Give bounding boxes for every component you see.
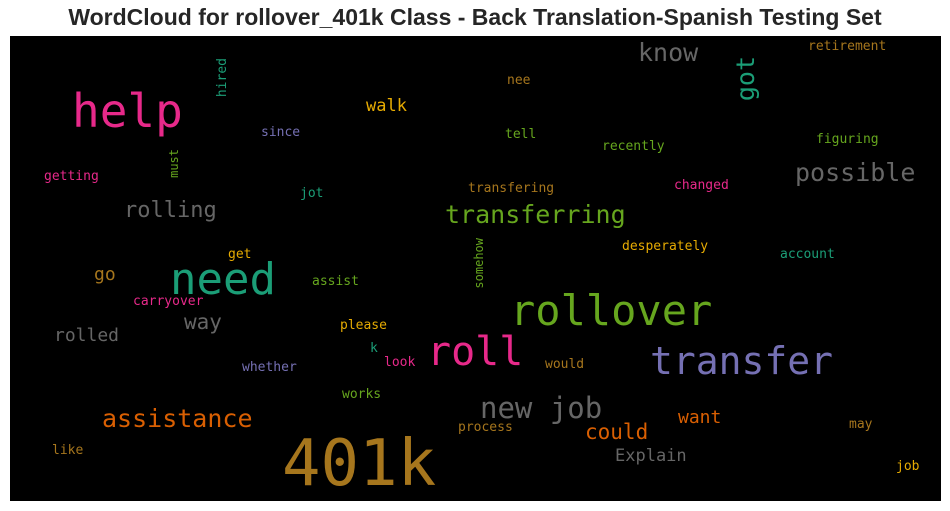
word-process: process: [458, 420, 513, 435]
word-carryover: carryover: [133, 294, 204, 309]
word-go: go: [94, 264, 116, 285]
word-assist: assist: [312, 274, 359, 289]
word-got: got: [731, 56, 760, 102]
word-account: account: [780, 247, 835, 262]
word-walk: walk: [366, 96, 407, 116]
word-k: k: [370, 341, 378, 356]
word-transfering: transfering: [468, 181, 555, 196]
word-rolled: rolled: [54, 325, 120, 346]
word-rolling: rolling: [124, 198, 217, 223]
word-somehow: somehow: [472, 238, 486, 289]
word-changed: changed: [674, 178, 729, 193]
word-explain: Explain: [615, 446, 687, 466]
word-figuring: figuring: [816, 132, 879, 147]
word-roll: roll: [427, 329, 524, 375]
word-tell: tell: [505, 127, 537, 142]
word-whether: whether: [242, 360, 297, 375]
word-desperately: desperately: [622, 239, 709, 254]
word-may: may: [849, 417, 873, 432]
word-like: like: [52, 443, 84, 458]
word-want: want: [678, 407, 722, 428]
word-possible: possible: [795, 158, 916, 187]
word-cloud: 401k help need rollover roll transfer ne…: [10, 36, 941, 501]
word-please: please: [340, 318, 387, 333]
word-recently: recently: [602, 139, 665, 154]
word-could: could: [585, 420, 649, 444]
word-retirement: retirement: [808, 39, 887, 54]
word-jot: jot: [300, 186, 324, 201]
word-need: need: [170, 254, 276, 305]
word-would: would: [545, 357, 585, 372]
word-must: must: [167, 149, 181, 178]
word-get: get: [228, 247, 252, 262]
word-401k: 401k: [282, 427, 437, 501]
word-way: way: [184, 310, 222, 334]
word-rollover: rollover: [510, 286, 713, 335]
word-look: look: [384, 355, 416, 370]
word-hired: hired: [215, 58, 230, 98]
page-title: WordCloud for rollover_401k Class - Back…: [68, 4, 882, 30]
word-help: help: [72, 84, 183, 138]
word-since: since: [261, 125, 301, 140]
word-transfer: transfer: [650, 339, 834, 383]
word-transferring: transferring: [445, 200, 626, 229]
word-new-job: new job: [480, 391, 603, 425]
word-job: job: [896, 459, 920, 474]
word-know: know: [638, 38, 699, 67]
word-assistance: assistance: [102, 404, 253, 433]
word-works: works: [342, 387, 382, 402]
word-nee: nee: [507, 73, 531, 88]
word-getting: getting: [44, 169, 99, 184]
